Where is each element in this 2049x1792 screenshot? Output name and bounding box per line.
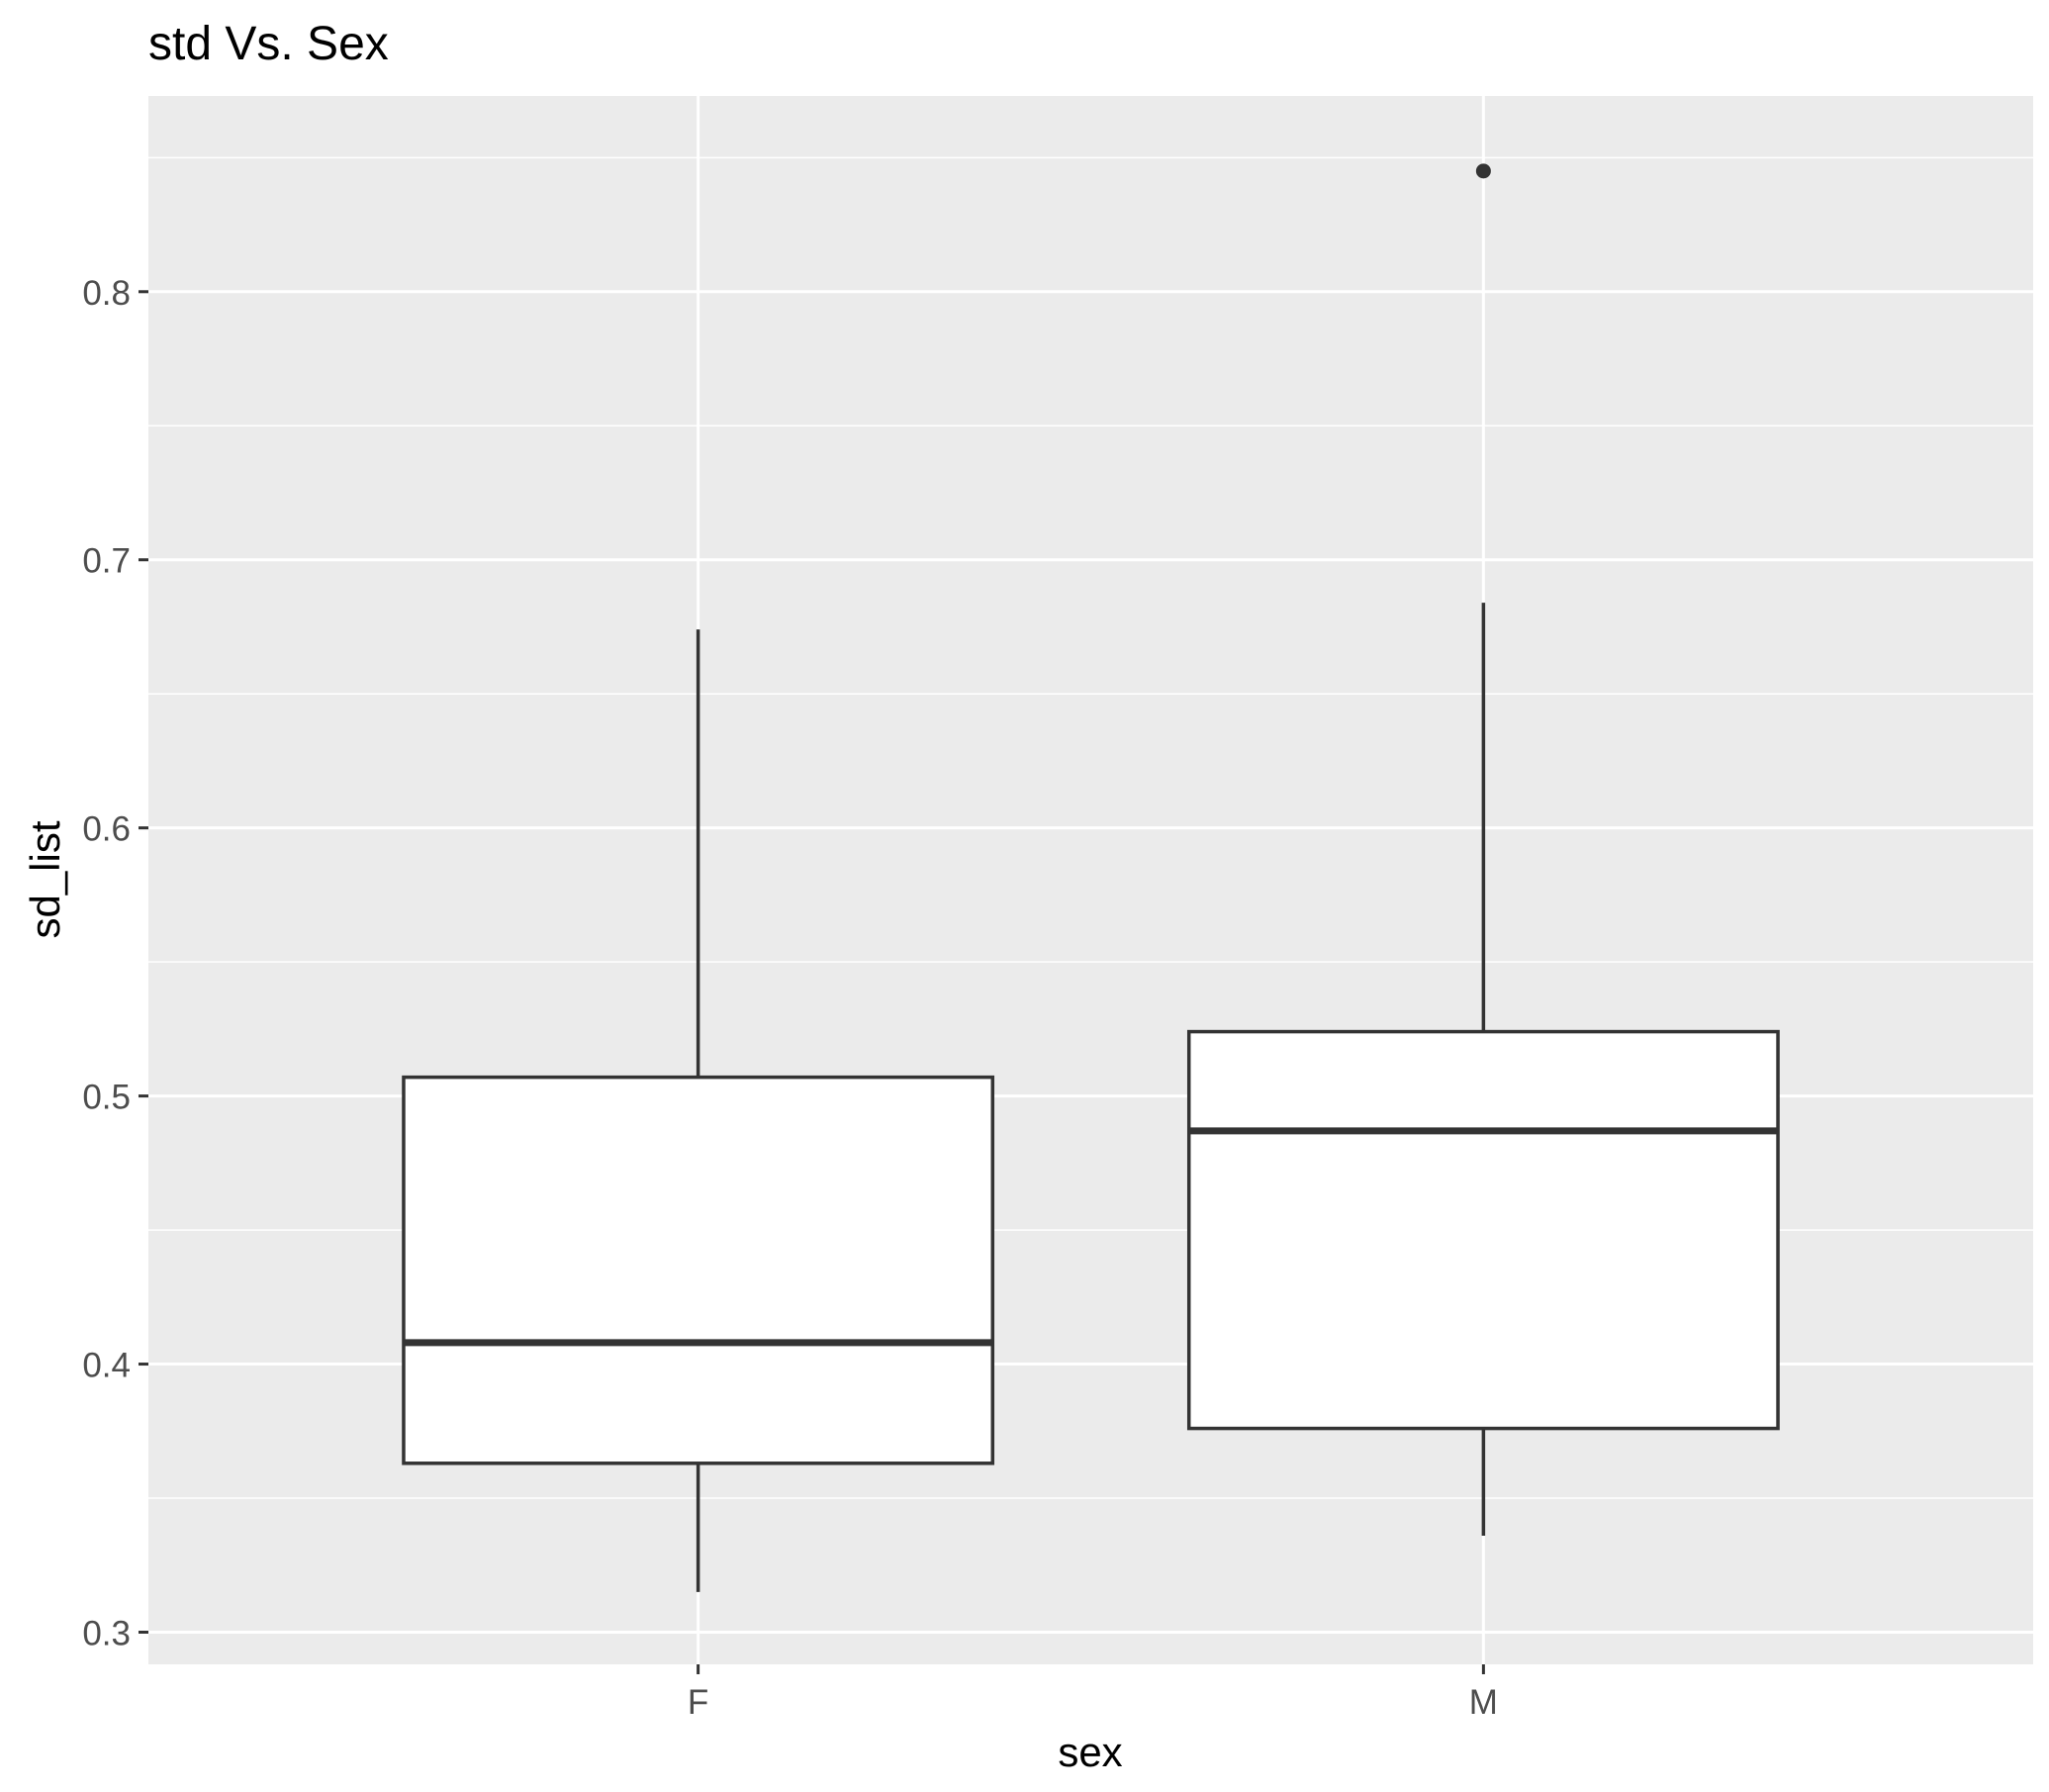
boxes — [402, 163, 1780, 1592]
box — [402, 1075, 995, 1465]
y-tick-label: 0.7 — [82, 542, 131, 581]
y-tick-label: 0.4 — [82, 1347, 131, 1385]
chart-title: std Vs. Sex — [148, 18, 389, 70]
y-tick-label: 0.8 — [82, 274, 131, 313]
box — [1186, 1029, 1780, 1431]
y-axis-title: sd_list — [22, 820, 68, 938]
y-tick-label: 0.6 — [82, 810, 131, 849]
y-tick-label: 0.5 — [82, 1079, 131, 1117]
x-tick-label: M — [1469, 1683, 1498, 1722]
x-tick-label: F — [688, 1683, 708, 1722]
y-axis: 0.3 0.4 0.5 0.6 0.7 0.8 — [82, 274, 148, 1652]
y-tick-label: 0.3 — [82, 1614, 131, 1652]
grid-minor — [148, 156, 2033, 1499]
box-group-M — [1186, 163, 1780, 1536]
x-axis-title: sex — [1058, 1729, 1122, 1775]
box-group-F — [402, 629, 995, 1592]
outlier-point — [1475, 163, 1491, 179]
